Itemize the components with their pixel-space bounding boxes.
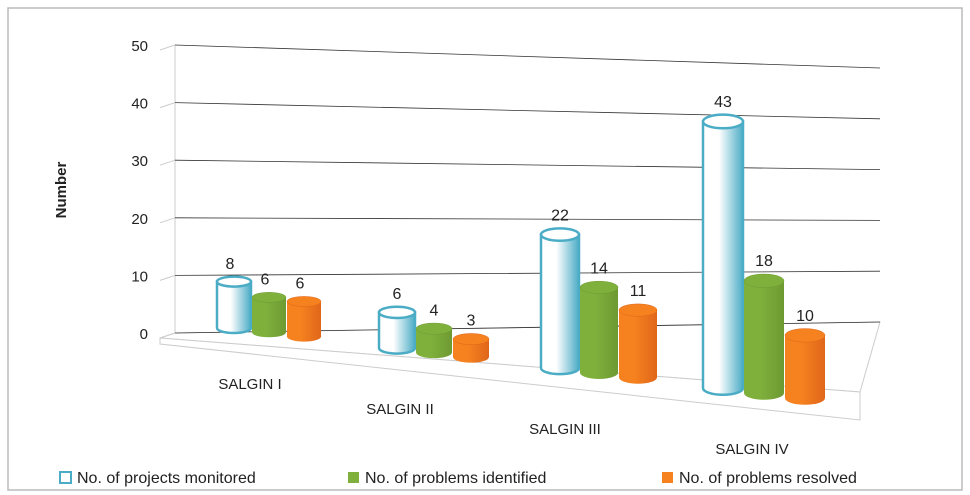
cylinder [453, 339, 489, 363]
cylinder [701, 120, 745, 396]
data-label: 43 [714, 94, 732, 111]
grid-line-side [159, 44, 176, 51]
grid-line-side [159, 332, 176, 339]
legend-label: No. of projects monitored [77, 470, 256, 487]
y-tick-label: 20 [131, 211, 148, 228]
legend-marker [59, 471, 72, 484]
grid-line [174, 159, 881, 170]
data-label: 6 [261, 272, 270, 289]
grid-line-side [159, 159, 176, 166]
cylinder [416, 328, 452, 359]
grid-line-side [159, 102, 176, 109]
data-label: 6 [393, 286, 402, 303]
data-label: 8 [226, 256, 235, 273]
cylinder-top [539, 227, 581, 242]
y-tick-label: 40 [131, 96, 148, 113]
x-tick-label: SALGIN II [366, 401, 434, 418]
y-tick-label: 10 [131, 268, 148, 285]
cylinder [252, 297, 286, 338]
cylinder-top [251, 292, 287, 303]
cylinder-top [784, 328, 826, 343]
y-tick-label: 50 [131, 38, 148, 55]
cylinder [377, 311, 417, 355]
legend-marker [662, 472, 673, 483]
data-label: 11 [630, 283, 647, 300]
cylinder-top [415, 322, 453, 335]
grid-line-side [159, 274, 176, 281]
grid-line [174, 217, 881, 221]
x-tick-label: SALGIN III [529, 421, 601, 438]
legend-label: No. of problems identified [365, 470, 546, 487]
data-label: 18 [755, 253, 773, 270]
cylinder-top [701, 113, 745, 130]
y-tick-label: 0 [140, 326, 148, 343]
grid-line [174, 102, 881, 120]
cylinder [619, 310, 657, 384]
cylinder-top [452, 333, 490, 345]
cylinder-top [743, 273, 785, 288]
cylinder [580, 287, 618, 379]
data-label: 4 [430, 302, 439, 319]
cylinder [215, 280, 253, 335]
cylinder [287, 301, 321, 342]
y-axis-label: Number [53, 162, 70, 219]
cylinder-top [579, 280, 619, 294]
chart-border [7, 7, 963, 491]
cylinder-top [215, 275, 253, 288]
data-label: 10 [796, 308, 814, 325]
grid-line [174, 44, 881, 69]
grid-line-side [159, 217, 176, 224]
cylinder-top [618, 303, 658, 317]
cylinder-top [377, 305, 417, 320]
data-label: 14 [590, 260, 608, 277]
data-label: 6 [296, 276, 305, 293]
data-label: 22 [551, 208, 569, 225]
x-tick-label: SALGIN IV [715, 441, 788, 458]
cylinder [744, 280, 784, 400]
cylinder-top [286, 296, 322, 307]
grid-line [174, 270, 881, 276]
data-label: 3 [467, 313, 476, 330]
cylinder [539, 233, 581, 376]
x-tick-label: SALGIN I [218, 376, 281, 393]
y-tick-label: 30 [131, 153, 148, 170]
legend-label: No. of problems resolved [679, 470, 857, 487]
cylinder [785, 335, 825, 405]
legend-marker [348, 472, 359, 483]
